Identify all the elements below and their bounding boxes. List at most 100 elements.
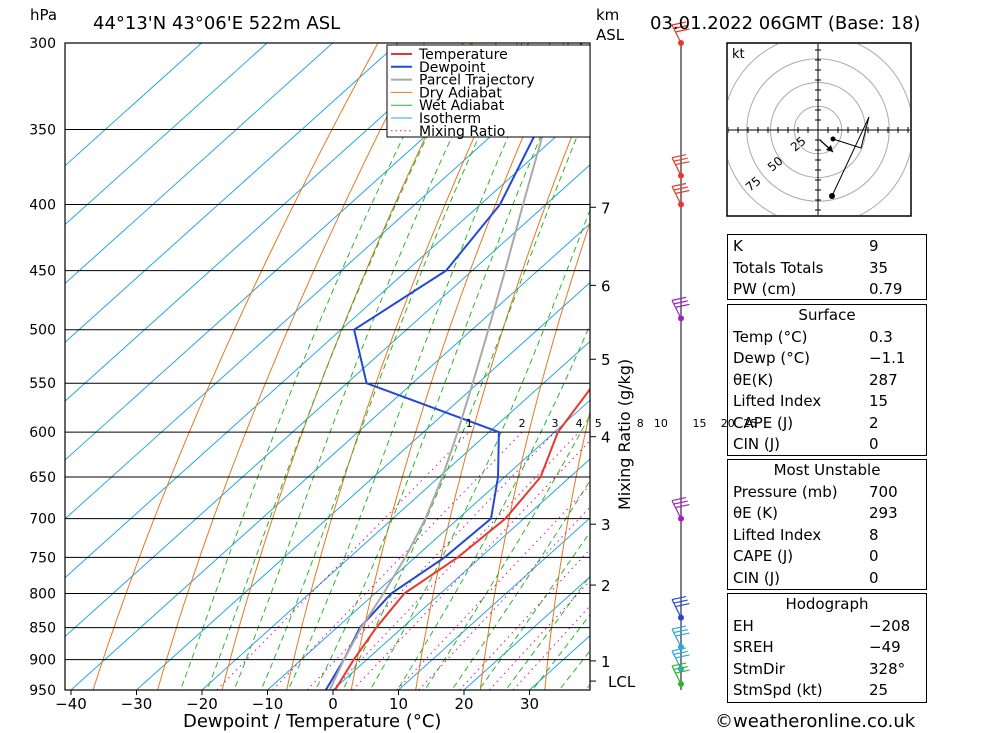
isotherm-line bbox=[463, 576, 590, 690]
wind-profile bbox=[671, 21, 690, 690]
wind-barb-staff bbox=[671, 157, 682, 176]
wind-barb-feather bbox=[673, 24, 688, 30]
wind-barb-feather bbox=[671, 647, 687, 652]
hodograph-point bbox=[830, 136, 836, 142]
index-row-pw: PW (cm) 0.79 bbox=[733, 280, 903, 298]
hpa-unit: hPa bbox=[30, 6, 57, 24]
hodograph-stats-table: Hodograph EH −208 SREH −49 StmDir 328° StmS… bbox=[727, 593, 927, 703]
mu-row: CAPE (J) 0 bbox=[733, 547, 879, 565]
mu-row: Lifted Index 8 bbox=[733, 525, 879, 544]
mixing-ratio-label: 4 bbox=[576, 417, 583, 430]
dry-adiabat-line bbox=[544, 409, 590, 690]
pressure-tick-label: 600 bbox=[29, 425, 56, 441]
mixing-ratio-label: 2 bbox=[519, 417, 526, 430]
wind-barb-staff bbox=[671, 628, 682, 648]
x-axis-label: Dewpoint / Temperature (°C) bbox=[183, 711, 441, 732]
wind-barb-feather bbox=[675, 632, 690, 637]
hodo-row: SREH −49 bbox=[733, 638, 901, 656]
wind-barb-feather bbox=[671, 497, 687, 502]
km-tick-label: 5 bbox=[601, 351, 611, 369]
pressure-tick-label: 750 bbox=[29, 550, 56, 566]
dry-adiabat-line bbox=[981, 43, 1000, 690]
isotherm-line bbox=[201, 340, 590, 690]
wind-barb-feather bbox=[675, 602, 690, 608]
mixing-ratio-label: 15 bbox=[692, 417, 706, 430]
surface-row: CAPE (J) 2 bbox=[733, 413, 879, 432]
wet-adiabat-line bbox=[424, 414, 590, 690]
mixing-ratio-label: 5 bbox=[595, 417, 602, 430]
mixing-ratio-line bbox=[216, 431, 470, 690]
dry-adiabat-line bbox=[479, 221, 590, 690]
wind-barb bbox=[671, 182, 690, 205]
wind-barb bbox=[671, 647, 690, 670]
legend-entry: Parcel Trajectory bbox=[419, 73, 535, 89]
pressure-tick-label: 850 bbox=[29, 621, 56, 637]
isotherm-line bbox=[65, 164, 590, 638]
surface-row: CIN (J) 0 bbox=[733, 435, 879, 453]
axes-labels: 1 2 3 4 5 8 10 15 20 2530035040045050055060065070… bbox=[29, 36, 757, 713]
km-tick-label: 7 bbox=[601, 199, 611, 217]
temp-tick-label: −10 bbox=[252, 695, 284, 713]
plot-frame bbox=[64, 42, 591, 691]
pressure-tick-label: 350 bbox=[29, 123, 56, 139]
pressure-tick-label: 300 bbox=[29, 36, 56, 52]
pressure-tick-label: 400 bbox=[29, 197, 56, 213]
km-tick-label: 2 bbox=[601, 577, 611, 595]
hodograph-rings bbox=[728, 44, 910, 215]
km-tick-label: 3 bbox=[601, 516, 611, 534]
pressure-tick-label: 900 bbox=[29, 653, 56, 669]
km-tick-label: 1 bbox=[601, 653, 611, 671]
surface-row: Lifted Index 15 bbox=[733, 392, 889, 410]
mixing-ratio-label: 3 bbox=[551, 417, 558, 430]
legend-entry: Isotherm bbox=[419, 111, 481, 127]
isotherm-line bbox=[65, 43, 202, 167]
wind-barb-staff bbox=[671, 300, 682, 319]
isotherm-line bbox=[332, 458, 590, 690]
storm-motion-arrowhead bbox=[826, 145, 833, 152]
wind-barb-staff bbox=[671, 665, 682, 685]
chart-datetime: 03.01.2022 06GMT (Base: 18) bbox=[650, 13, 920, 34]
hodo-row: EH −208 bbox=[733, 616, 911, 635]
pressure-tick-label: 700 bbox=[29, 512, 56, 528]
chart-location: 44°13'N 43°06'E 522m ASL bbox=[93, 13, 340, 34]
hodograph-unit-label: kt bbox=[732, 47, 745, 62]
isotherm-line bbox=[65, 46, 590, 520]
wind-barb-feather bbox=[673, 300, 688, 305]
temp-tick-label: 10 bbox=[389, 695, 408, 713]
isotherm-line bbox=[65, 43, 399, 343]
wind-barb-staff bbox=[671, 186, 682, 205]
surface-title: Surface bbox=[798, 306, 856, 324]
hodo-row: StmSpd (kt) 25 bbox=[733, 681, 889, 699]
index-row-tt: Totals Totals 35 bbox=[733, 258, 889, 277]
wind-barb-feather bbox=[675, 303, 690, 308]
km-unit: km bbox=[596, 6, 619, 24]
wind-barb bbox=[671, 625, 690, 648]
isotherm-line bbox=[65, 43, 530, 461]
km-tick-label: 4 bbox=[601, 429, 611, 447]
hodograph-point bbox=[829, 193, 835, 199]
wind-barb-feather bbox=[673, 186, 688, 191]
wind-barb-staff bbox=[671, 650, 682, 670]
wind-barb-feather bbox=[675, 189, 690, 195]
isotherm-line bbox=[65, 43, 333, 285]
km-tick-label: 6 bbox=[601, 277, 611, 295]
mu-row: Pressure (mb) 700 bbox=[733, 482, 898, 501]
mixing-ratio-line bbox=[488, 579, 590, 690]
mixing-ratio-line bbox=[272, 431, 523, 690]
wind-barb bbox=[671, 595, 690, 618]
dewpoint-line bbox=[324, 43, 583, 690]
wind-barb bbox=[671, 497, 690, 519]
isotherm-line bbox=[398, 517, 590, 690]
copyright-footer: ©weatheronline.co.uk bbox=[715, 711, 916, 732]
wind-barb-feather bbox=[675, 161, 690, 166]
mu-row: CIN (J) 0 bbox=[733, 568, 879, 587]
temp-tick-label: −20 bbox=[186, 695, 218, 713]
wind-barb-feather bbox=[675, 654, 690, 659]
parcel-trajectory-line bbox=[328, 43, 570, 690]
legend-entry: Dewpoint bbox=[419, 60, 486, 76]
wet-adiabat-line bbox=[342, 103, 590, 690]
mixing-ratio-label: 25 bbox=[743, 417, 757, 430]
isotherm-line bbox=[70, 223, 590, 690]
